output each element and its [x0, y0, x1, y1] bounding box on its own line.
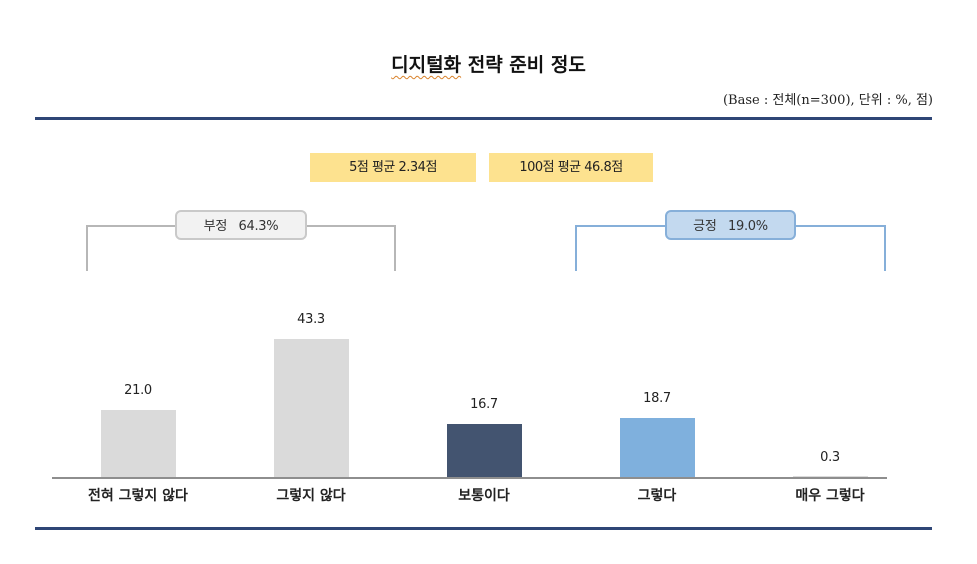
bracket-line	[394, 225, 396, 271]
positive-group-label: 긍정 19.0%	[665, 210, 796, 240]
x-axis-line	[52, 477, 887, 479]
category-label: 그렇지 않다	[276, 488, 346, 504]
bracket-line	[794, 225, 886, 227]
category-label: 보통이다	[458, 488, 510, 504]
value-label: 21.0	[124, 383, 152, 398]
bottom-divider	[35, 527, 932, 530]
positive-value: 19.0%	[728, 219, 768, 234]
category-label: 전혀 그렇지 않다	[88, 488, 188, 504]
bracket-line	[575, 225, 577, 271]
hundred-point-average-badge: 100점 평균 46.8점	[489, 153, 653, 182]
value-label: 18.7	[643, 391, 671, 406]
bracket-line	[86, 225, 88, 271]
bar-disagree	[274, 339, 349, 477]
value-label: 16.7	[470, 397, 498, 412]
value-label: 43.3	[297, 312, 325, 327]
category-label: 그렇다	[637, 488, 677, 504]
negative-group-label: 부정 64.3%	[175, 210, 307, 240]
bar-strongly-disagree	[101, 410, 176, 477]
base-note: (Base : 전체(n=300), 단위 : %, 점)	[722, 93, 933, 108]
chart-title: 디지털화 전략 준비 정도	[0, 50, 977, 77]
value-label: 0.3	[820, 450, 840, 465]
category-label: 매우 그렇다	[795, 488, 865, 504]
bracket-line	[575, 225, 667, 227]
five-point-average-badge: 5점 평균 2.34점	[310, 153, 476, 182]
chart-title-part1: 디지털화	[391, 54, 462, 76]
bracket-line	[884, 225, 886, 271]
bracket-line	[86, 225, 176, 227]
bar-agree	[620, 418, 695, 477]
top-divider	[35, 117, 932, 120]
negative-label: 부정	[203, 219, 228, 234]
bar-neutral	[447, 424, 522, 477]
positive-label: 긍정	[693, 219, 717, 234]
negative-value: 64.3%	[238, 219, 279, 234]
bar-strongly-agree	[793, 476, 868, 477]
bracket-line	[306, 225, 396, 227]
chart-title-part2: 전략 준비 정도	[461, 54, 586, 76]
